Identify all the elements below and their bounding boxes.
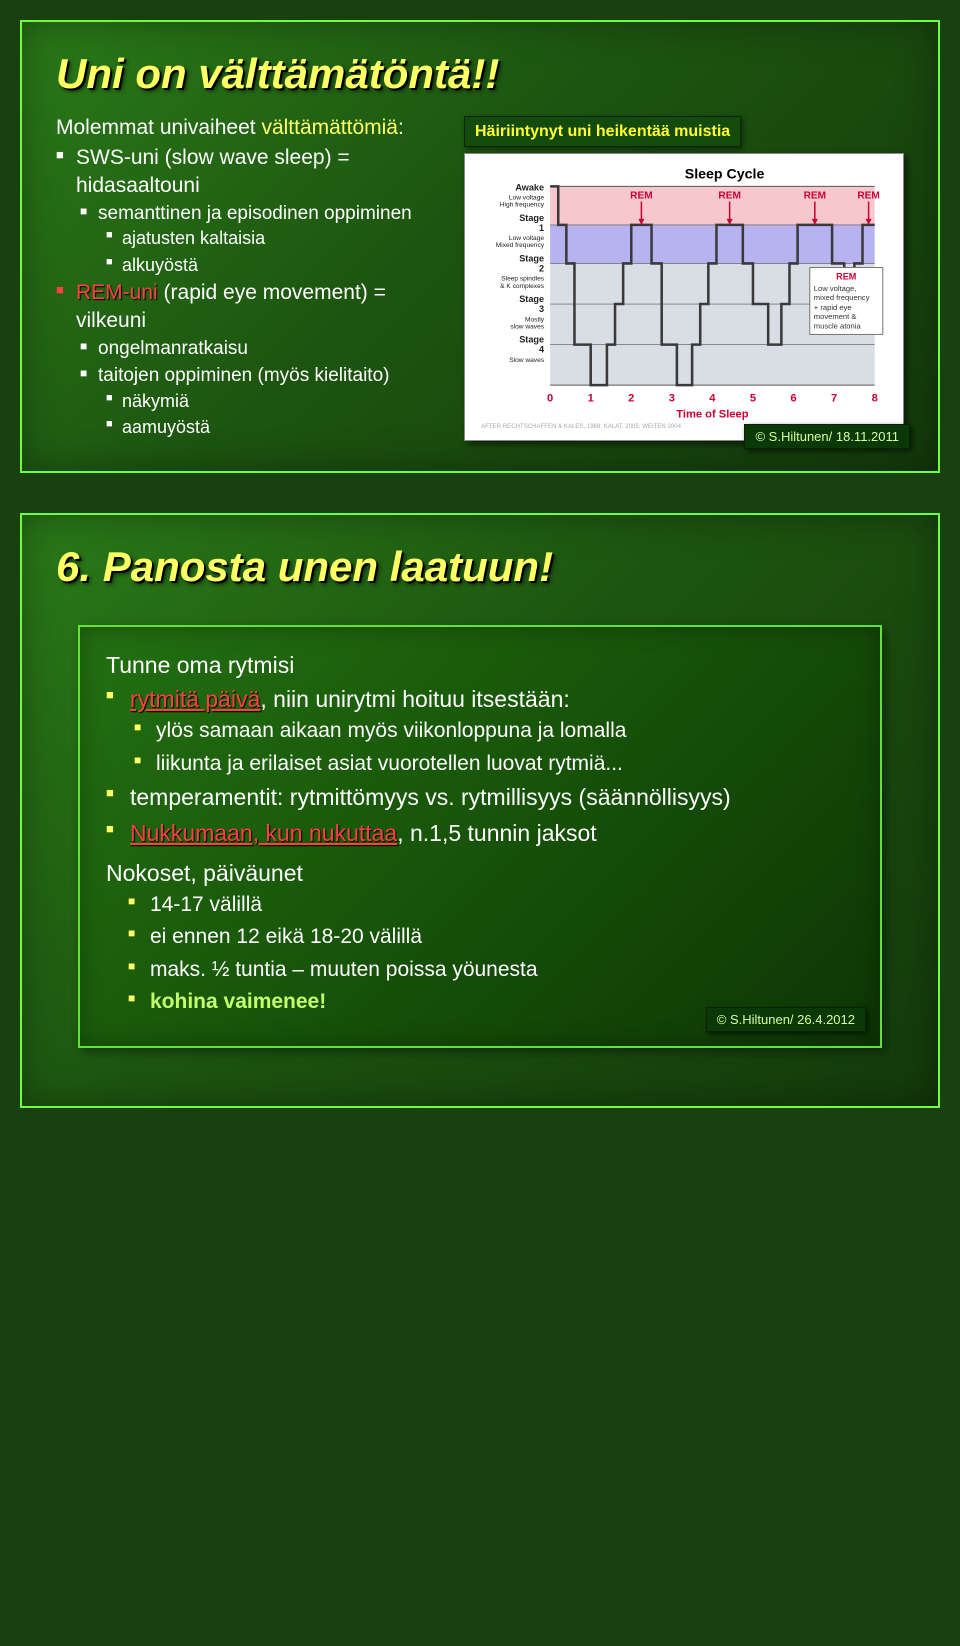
slide2-list2: 14-17 välillä ei ennen 12 eikä 18-20 väl… [124, 890, 854, 1017]
rem-lbl-1: REM [718, 191, 741, 202]
svg-text:3: 3 [669, 392, 675, 404]
svg-text:1: 1 [539, 223, 544, 233]
l1: rytmitä päivä, niin unirytmi hoituu itse… [106, 683, 854, 778]
rem-sub1: ongelmanratkaisu [76, 336, 444, 362]
rem-lbl-0: REM [630, 191, 653, 202]
l3-red: Nukkumaan, kun nukuttaa [130, 820, 397, 846]
slide-1: Uni on välttämätöntä!! Molemmat univaihe… [20, 20, 940, 473]
slide1-right-col: Häiriintynyt uni heikentää muistia Sleep… [464, 116, 904, 441]
svg-text:4: 4 [709, 392, 716, 404]
n3: maks. ½ tuntia – muuten poissa yöunesta [124, 955, 854, 984]
svg-text:5: 5 [750, 392, 756, 404]
rem-sub2a: näkymiä [98, 389, 444, 413]
slide1-title: Uni on välttämätöntä!! [56, 50, 904, 98]
l3: Nukkumaan, kun nukuttaa, n.1,5 tunnin ja… [106, 817, 854, 850]
image-caption: Häiriintynyt uni heikentää muistia [464, 116, 741, 147]
sws-item: SWS-uni (slow wave sleep) = hidasaaltoun… [56, 144, 444, 277]
rem-sub2b: aamuyöstä [98, 415, 444, 439]
svg-text:2: 2 [628, 392, 634, 404]
sws-sub1a: ajatusten kaltaisia [98, 226, 444, 250]
subhead-pre: Molemmat univaiheet [56, 116, 256, 139]
head2: Nokoset, päiväunet [106, 857, 854, 890]
sws-label: SWS-uni (slow wave sleep) = hidasaaltoun… [76, 146, 350, 197]
rem-lbl-3: REM [857, 191, 880, 202]
rem-box: REM Low voltage, mixed frequency + rapid… [810, 268, 883, 335]
svg-text:movement &: movement & [814, 312, 857, 321]
n4-text: kohina vaimenee! [150, 990, 326, 1013]
svg-text:Stage: Stage [519, 213, 544, 223]
l1-rest: , niin unirytmi hoituu itsestään: [260, 686, 569, 712]
sws-sub1-text: semanttinen ja episodinen oppiminen [98, 203, 412, 224]
n2: ei ennen 12 eikä 18-20 välillä [124, 922, 854, 951]
l3-rest: , n.1,5 tunnin jaksot [397, 820, 596, 846]
svg-text:muscle atonia: muscle atonia [814, 321, 862, 330]
sws-sub1b: alkuyöstä [98, 253, 444, 277]
subhead-post: : [398, 116, 404, 139]
svg-text:Slow waves: Slow waves [509, 357, 544, 364]
rem-sub2-text: taitojen oppiminen (myös kielitaito) [98, 365, 389, 386]
rem-sub2: taitojen oppiminen (myös kielitaito) näk… [76, 363, 444, 439]
slide1-left-col: Molemmat univaiheet välttämättömiä: SWS-… [56, 116, 444, 441]
slide1-subhead: Molemmat univaiheet välttämättömiä: [56, 116, 444, 140]
l1b: liikunta ja erilaiset asiat vuorotellen … [130, 749, 854, 778]
slide-2: 6. Panosta unen laatuun! Tunne oma rytmi… [20, 513, 940, 1107]
ylabels: Awake Low voltage High frequency Stage 1… [496, 182, 545, 363]
svg-text:Low voltage: Low voltage [509, 195, 544, 202]
svg-text:High frequency: High frequency [500, 202, 545, 209]
slide2-list1: rytmitä päivä, niin unirytmi hoituu itse… [106, 683, 854, 851]
svg-text:4: 4 [539, 345, 545, 355]
n1: 14-17 välillä [124, 890, 854, 919]
slide1-row: Molemmat univaiheet välttämättömiä: SWS-… [56, 116, 904, 441]
svg-text:1: 1 [588, 392, 594, 404]
svg-text:2: 2 [539, 264, 544, 274]
sws-sub1: semanttinen ja episodinen oppiminen ajat… [76, 201, 444, 277]
svg-text:Mixed frequency: Mixed frequency [496, 242, 545, 249]
xlabel: Time of Sleep [676, 409, 748, 421]
svg-text:slow waves: slow waves [510, 323, 544, 330]
svg-text:& K complexes: & K complexes [500, 283, 545, 290]
rem-label-red: REM-uni [76, 281, 158, 304]
band-stage1 [550, 225, 875, 264]
l1a: ylös samaan aikaan myös viikonloppuna ja… [130, 716, 854, 745]
slide2-content-box: Tunne oma rytmisi rytmitä päivä, niin un… [78, 625, 882, 1047]
slide1-credit: © S.Hiltunen/ 18.11.2011 [744, 424, 910, 449]
svg-text:7: 7 [831, 392, 837, 404]
sleep-cycle-svg: Sleep Cycle [471, 160, 897, 434]
svg-text:3: 3 [539, 304, 544, 314]
svg-text:+ rapid eye: + rapid eye [814, 303, 852, 312]
head1: Tunne oma rytmisi [106, 649, 854, 682]
svg-text:Stage: Stage [519, 335, 544, 345]
slide1-list: SWS-uni (slow wave sleep) = hidasaaltoun… [56, 144, 444, 439]
svg-text:Mostly: Mostly [525, 316, 545, 323]
svg-text:Low voltage,: Low voltage, [814, 284, 857, 293]
svg-text:Awake: Awake [515, 182, 544, 192]
slide2-title: 6. Panosta unen laatuun! [56, 543, 904, 591]
svg-text:Stage: Stage [519, 294, 544, 304]
rem-lbl-2: REM [804, 191, 827, 202]
subhead-em: välttämättömiä [261, 116, 398, 139]
svg-text:REM: REM [836, 272, 856, 282]
svg-text:Low voltage: Low voltage [509, 235, 544, 242]
slide2-credit: © S.Hiltunen/ 26.4.2012 [706, 1007, 866, 1032]
svg-text:Stage: Stage [519, 253, 544, 263]
l1-red: rytmitä päivä [130, 686, 260, 712]
sleep-cycle-chart: Sleep Cycle [464, 153, 904, 441]
svg-text:0: 0 [547, 392, 553, 404]
svg-text:6: 6 [790, 392, 796, 404]
rem-item: REM-uni (rapid eye movement) = vilkeuni … [56, 279, 444, 440]
chart-title: Sleep Cycle [685, 166, 765, 182]
svg-text:8: 8 [872, 392, 878, 404]
chart-attrib: AFTER RECHTSCHAFFEN & KALES, 1968; KALAT… [481, 423, 681, 430]
l2: temperamentit: rytmittömyys vs. rytmilli… [106, 781, 854, 814]
xticks: 0 1 2 3 4 5 6 7 8 [547, 392, 878, 404]
svg-text:Sleep spindles: Sleep spindles [501, 276, 544, 283]
svg-text:mixed frequency: mixed frequency [814, 293, 870, 302]
